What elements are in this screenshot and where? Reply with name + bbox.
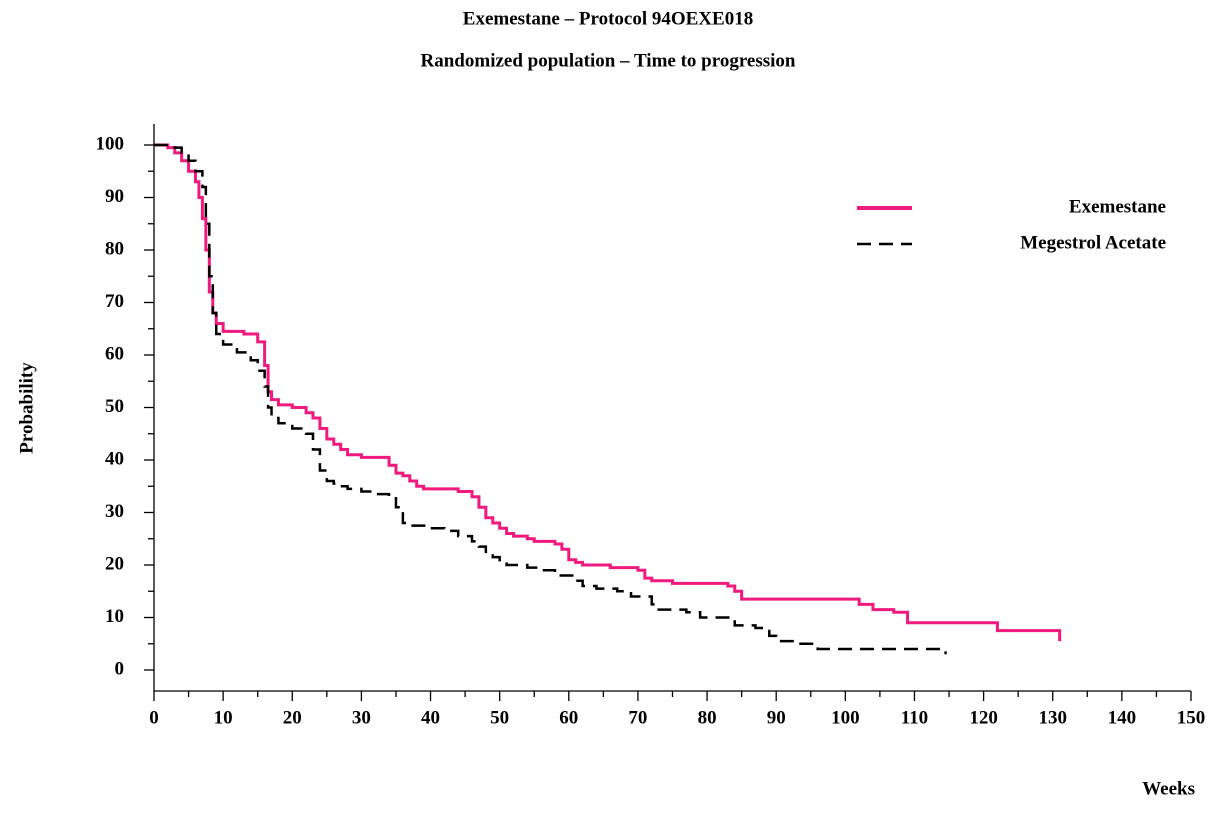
y-tick-label: 40 xyxy=(105,448,124,469)
x-tick-label: 30 xyxy=(352,707,371,728)
x-tick-label: 10 xyxy=(214,707,233,728)
y-tick-label: 90 xyxy=(105,186,124,207)
y-tick-label: 50 xyxy=(105,396,124,417)
y-tick-label: 20 xyxy=(105,553,124,574)
km-curve xyxy=(154,143,947,655)
y-axis-label: Probability xyxy=(16,362,37,454)
chart-subtitle: Randomized population – Time to progress… xyxy=(421,50,796,71)
x-tick-label: 20 xyxy=(283,707,302,728)
x-tick-label: 60 xyxy=(559,707,578,728)
y-tick-label: 70 xyxy=(105,291,124,312)
y-tick-label: 60 xyxy=(105,343,124,364)
km-curve xyxy=(154,143,1062,642)
y-tick-label: 100 xyxy=(96,133,125,154)
x-tick-label: 150 xyxy=(1177,707,1206,728)
x-tick-label: 50 xyxy=(490,707,509,728)
x-tick-label: 140 xyxy=(1108,707,1137,728)
legend-label: Exemestane xyxy=(1069,196,1166,217)
x-tick-label: 80 xyxy=(698,707,717,728)
y-tick-label: 80 xyxy=(105,238,124,259)
legend-label: Megestrol Acetate xyxy=(1020,232,1166,253)
x-tick-label: 100 xyxy=(831,707,860,728)
x-tick-label: 110 xyxy=(901,707,928,728)
y-tick-label: 10 xyxy=(105,606,124,627)
y-tick-label: 30 xyxy=(105,501,124,522)
x-tick-label: 130 xyxy=(1038,707,1067,728)
x-tick-label: 0 xyxy=(149,707,159,728)
x-tick-label: 90 xyxy=(767,707,786,728)
chart-title: Exemestane – Protocol 94OEXE018 xyxy=(463,8,753,29)
y-tick-label: 0 xyxy=(115,658,125,679)
x-axis-label: Weeks xyxy=(1142,778,1195,799)
x-tick-label: 70 xyxy=(628,707,647,728)
x-tick-label: 40 xyxy=(421,707,440,728)
x-tick-label: 120 xyxy=(969,707,998,728)
